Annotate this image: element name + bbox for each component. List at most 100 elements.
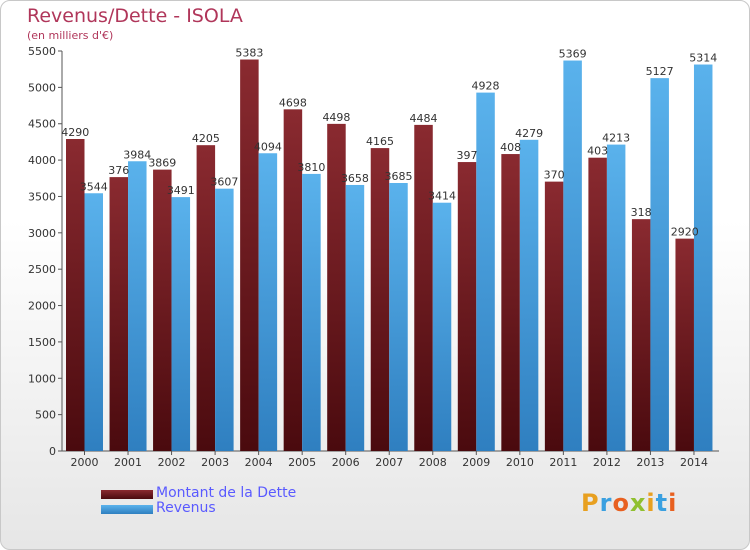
y-tick-label: 1500: [28, 336, 56, 349]
logo-letter: x: [629, 489, 647, 517]
y-tick-label: 3000: [28, 227, 56, 240]
y-tick-label: 5500: [28, 45, 56, 58]
bars: [66, 59, 713, 452]
data-label-dette: 370: [544, 169, 565, 182]
bar-dette: [631, 219, 651, 451]
data-label-revenus: 3810: [297, 161, 325, 174]
data-label-revenus: 4279: [515, 127, 543, 140]
y-tick-label: 4000: [28, 154, 56, 167]
x-tick-label: 2013: [636, 456, 664, 469]
y-tick-label: 2000: [28, 300, 56, 313]
x-tick-label: 2007: [375, 456, 403, 469]
data-label-dette: 2920: [671, 226, 699, 239]
data-label-dette: 3869: [148, 157, 176, 170]
data-label-revenus: 3658: [341, 172, 369, 185]
x-tick-label: 2012: [593, 456, 621, 469]
bar-revenus: [476, 92, 495, 451]
logo-letter: i: [668, 489, 678, 517]
bar-dette: [153, 169, 172, 452]
bar-revenus: [84, 193, 103, 451]
data-label-dette: 5383: [235, 47, 263, 60]
data-label-dette: 403: [587, 145, 608, 158]
x-tick-label: 2004: [245, 456, 273, 469]
bar-dette: [240, 59, 259, 451]
x-tick-label: 2000: [71, 456, 99, 469]
bar-dette: [501, 154, 520, 451]
bar-revenus: [258, 153, 278, 451]
legend-label-dette: Montant de la Dette: [156, 485, 297, 501]
data-label-dette: 4165: [366, 135, 394, 148]
bar-revenus: [171, 197, 191, 451]
data-label-dette: 408: [500, 141, 521, 154]
data-label-revenus: 5369: [559, 48, 587, 61]
bar-dette: [327, 123, 346, 451]
bar-revenus: [563, 60, 582, 451]
y-tick-label: 4500: [28, 118, 56, 131]
x-tick-label: 2009: [462, 456, 490, 469]
data-label-revenus: 4213: [602, 132, 630, 145]
x-tick-label: 2002: [158, 456, 186, 469]
bar-dette: [196, 145, 216, 451]
y-tick-label: 3500: [28, 190, 56, 203]
data-label-revenus: 3607: [210, 176, 238, 189]
x-tick-label: 2006: [332, 456, 360, 469]
data-label-dette: 4498: [322, 111, 350, 124]
chart-title: Revenus/Dette - ISOLA: [27, 5, 243, 27]
data-label-dette: 376: [108, 164, 129, 177]
logo-letter: r: [599, 489, 613, 517]
data-label-revenus: 5314: [689, 52, 717, 65]
data-label-dette: 4205: [192, 132, 220, 145]
data-label-revenus: 4094: [254, 140, 282, 153]
data-label-revenus: 5127: [646, 65, 674, 78]
data-label-revenus: 3491: [167, 184, 195, 197]
y-tick-label: 2500: [28, 263, 56, 276]
bar-dette: [66, 139, 85, 451]
bar-revenus: [128, 161, 147, 451]
y-tick-label: 500: [35, 409, 56, 422]
legend-label-revenus: Revenus: [156, 500, 216, 516]
data-label-revenus: 3544: [80, 180, 108, 193]
x-tick-label: 2005: [288, 456, 316, 469]
bar-revenus: [389, 183, 408, 451]
x-tick-label: 2003: [201, 456, 229, 469]
bar-dette: [414, 124, 433, 452]
data-label-revenus: 3414: [428, 190, 456, 203]
bar-dette: [457, 162, 477, 451]
data-label-dette: 4484: [410, 112, 438, 125]
bar-dette: [588, 157, 607, 451]
bar-dette: [370, 148, 390, 451]
logo-letter: o: [612, 489, 630, 517]
bar-dette: [283, 109, 303, 451]
bar-dette: [109, 177, 129, 452]
chart-subtitle: (en milliers d'€): [27, 29, 114, 42]
bar-revenus: [693, 64, 713, 451]
bar-revenus: [650, 78, 669, 452]
proxiti-logo: Proxiti: [581, 489, 677, 517]
legend-swatch-revenus: [101, 505, 153, 514]
data-label-dette: 4290: [61, 126, 89, 139]
y-tick-label: 5000: [28, 81, 56, 94]
bar-revenus: [302, 173, 321, 451]
logo-letter: P: [581, 489, 600, 517]
bar-revenus: [432, 202, 452, 451]
bar-dette: [544, 181, 564, 452]
data-label-dette: 4698: [279, 96, 307, 109]
y-tick-label: 1000: [28, 372, 56, 385]
data-label-revenus: 3984: [123, 148, 151, 161]
logo-letter: i: [646, 489, 656, 517]
logo-letter: t: [655, 489, 669, 517]
x-tick-label: 2011: [549, 456, 577, 469]
bar-dette: [675, 238, 694, 451]
data-label-revenus: 4928: [472, 80, 500, 93]
bar-revenus: [345, 184, 365, 452]
x-tick-label: 2008: [419, 456, 447, 469]
bar-revenus: [519, 139, 539, 452]
data-label-dette: 397: [457, 149, 478, 162]
x-tick-label: 2014: [680, 456, 708, 469]
data-label-revenus: 3685: [384, 170, 412, 183]
y-tick-label: 0: [49, 445, 56, 458]
data-label-dette: 318: [631, 206, 652, 219]
